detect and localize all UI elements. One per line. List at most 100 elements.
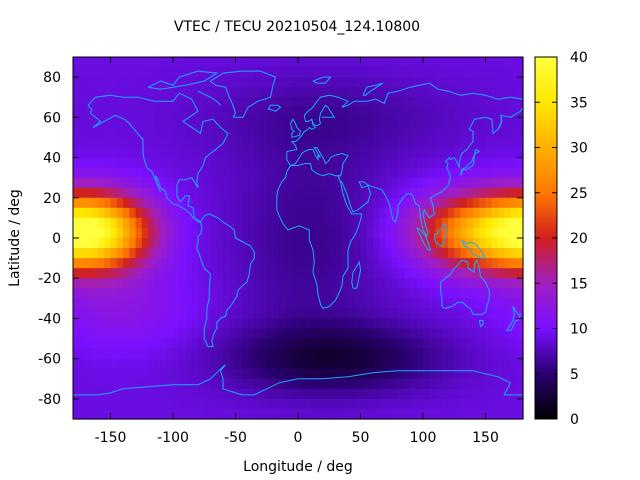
heatmap-cell	[354, 117, 362, 128]
heatmap-cell	[473, 308, 480, 320]
heatmap-cell	[366, 157, 374, 169]
heatmap-cell	[198, 328, 205, 340]
heatmap-cell	[229, 378, 237, 390]
chart-title: VTEC / TECU 20210504_124.10800	[174, 19, 420, 35]
heatmap-cell	[148, 227, 155, 239]
heatmap-cell	[260, 217, 268, 229]
heatmap-cell	[354, 207, 362, 219]
heatmap-cell	[310, 348, 318, 360]
heatmap-cell	[116, 137, 124, 149]
heatmap-cell	[454, 127, 462, 139]
heatmap-cell	[335, 318, 343, 330]
heatmap-cell	[454, 117, 462, 128]
heatmap-cell	[198, 308, 205, 320]
heatmap-cell	[254, 197, 262, 209]
heatmap-cell	[273, 187, 280, 199]
heatmap-cell	[473, 388, 480, 400]
heatmap-cell	[166, 238, 174, 249]
heatmap-cell	[479, 87, 487, 98]
heatmap-cell	[516, 408, 524, 420]
heatmap-cell	[516, 227, 524, 239]
heatmap-cell	[279, 298, 287, 309]
heatmap-cell	[191, 197, 199, 209]
heatmap-cell	[298, 157, 305, 169]
heatmap-cell	[304, 147, 312, 159]
heatmap-cell	[104, 147, 112, 159]
heatmap-cell	[73, 298, 80, 309]
heatmap-cell	[185, 67, 193, 78]
heatmap-cell	[404, 358, 412, 370]
heatmap-cell	[279, 268, 287, 279]
heatmap-cell	[341, 238, 349, 249]
heatmap-cell	[498, 217, 505, 229]
heatmap-cell	[310, 87, 318, 98]
heatmap-cell	[398, 378, 405, 390]
heatmap-cell	[491, 57, 499, 68]
heatmap-cell	[210, 408, 218, 420]
heatmap-cell	[191, 338, 199, 350]
heatmap-cell	[398, 338, 405, 350]
heatmap-cell	[429, 97, 437, 108]
heatmap-cell	[73, 197, 80, 209]
heatmap-cell	[85, 268, 93, 279]
heatmap-cell	[498, 197, 505, 209]
heatmap-cell	[148, 388, 155, 400]
heatmap-cell	[385, 258, 393, 269]
heatmap-cell	[248, 67, 255, 78]
heatmap-cell	[116, 328, 124, 340]
heatmap-cell	[385, 157, 393, 169]
heatmap-cell	[216, 227, 224, 239]
heatmap-cell	[491, 157, 499, 169]
heatmap-cell	[204, 57, 212, 68]
heatmap-cell	[85, 318, 93, 330]
heatmap-cell	[141, 107, 149, 118]
heatmap-cell	[229, 117, 237, 128]
heatmap-cell	[173, 127, 180, 139]
heatmap-cell	[148, 318, 155, 330]
heatmap-cell	[485, 67, 493, 78]
heatmap-cell	[348, 67, 355, 78]
heatmap-cell	[116, 167, 124, 179]
coastline-antarctica	[73, 364, 523, 396]
heatmap-cell	[491, 217, 499, 229]
heatmap-cell	[516, 238, 524, 249]
heatmap-cell	[185, 57, 193, 68]
heatmap-cell	[473, 77, 480, 88]
heatmap-cell	[241, 147, 249, 159]
heatmap-cell	[254, 147, 262, 159]
heatmap-cell	[360, 147, 368, 159]
heatmap-cell	[379, 338, 387, 350]
heatmap-cell	[241, 87, 249, 98]
heatmap-cell	[516, 298, 524, 309]
heatmap-cell	[104, 258, 112, 269]
heatmap-cell	[141, 248, 149, 259]
heatmap-cell	[285, 258, 293, 269]
heatmap-cell	[441, 207, 449, 219]
heatmap-cell	[379, 127, 387, 139]
heatmap-cell	[473, 107, 480, 118]
heatmap-cell	[204, 238, 212, 249]
heatmap-cell	[216, 238, 224, 249]
heatmap-cell	[210, 288, 218, 299]
heatmap-cell	[335, 107, 343, 118]
heatmap-cell	[260, 388, 268, 400]
heatmap-cell	[404, 328, 412, 340]
heatmap-cell	[179, 207, 187, 219]
heatmap-cell	[248, 207, 255, 219]
coastline-africa	[276, 163, 363, 309]
heatmap-cell	[316, 157, 324, 169]
heatmap-cell	[354, 408, 362, 420]
heatmap-cell	[154, 147, 162, 159]
heatmap-cell	[510, 107, 518, 118]
heatmap-cell	[404, 67, 412, 78]
heatmap-cell	[223, 177, 230, 189]
heatmap-cell	[191, 187, 199, 199]
heatmap-cell	[266, 147, 274, 159]
heatmap-cell	[185, 388, 193, 400]
heatmap-cell	[179, 238, 187, 249]
heatmap-cell	[304, 378, 312, 390]
heatmap-cell	[129, 268, 137, 279]
heatmap-cell	[291, 227, 299, 239]
heatmap-cell	[110, 378, 118, 390]
heatmap-cell	[441, 167, 449, 179]
